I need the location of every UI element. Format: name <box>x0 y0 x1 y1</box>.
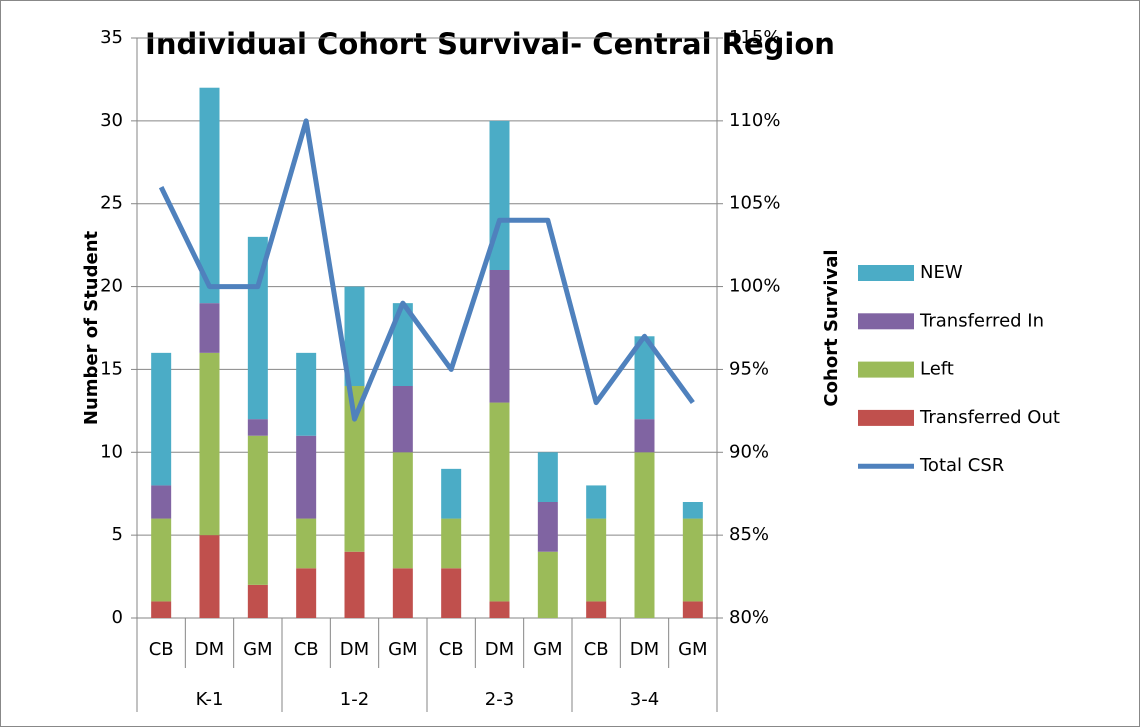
x-group-label: 1-2 <box>340 689 369 710</box>
bar-segment <box>247 419 268 436</box>
y2-axis-title: Cohort Survival <box>821 249 842 406</box>
bar-segment <box>441 518 462 569</box>
bar-segment <box>296 568 317 618</box>
x-tick-label: GM <box>243 639 272 660</box>
bar-segment <box>682 518 703 602</box>
bar-segment <box>151 485 172 519</box>
x-tick-label: DM <box>340 639 369 660</box>
bar-segment <box>634 452 655 618</box>
x-tick-label: CB <box>294 639 319 660</box>
x-tick-label: DM <box>485 639 514 660</box>
bar-segment <box>392 568 413 618</box>
bar-segment <box>199 352 220 536</box>
y2-tick-label: 115% <box>729 27 780 48</box>
bar-segment <box>151 601 172 618</box>
bar-segment <box>344 286 365 386</box>
bar-segment <box>586 485 607 519</box>
x-group-label: 2-3 <box>485 689 514 710</box>
bar-segment <box>296 352 317 436</box>
x-tick-label: DM <box>630 639 659 660</box>
x-tick-label: CB <box>149 639 174 660</box>
bar-segment <box>586 518 607 602</box>
bar-segment <box>199 535 220 618</box>
bar-segment <box>392 386 413 453</box>
bar-segment <box>537 551 558 618</box>
bar-segment <box>199 87 220 304</box>
bar-segment <box>682 601 703 618</box>
x-group-label: 3-4 <box>630 689 659 710</box>
y-tick-label: 15 <box>100 358 123 379</box>
chart-title: Individual Cohort Survival- Central Regi… <box>145 27 835 61</box>
legend-label: NEW <box>920 262 963 283</box>
bar-segment <box>441 468 462 519</box>
y-tick-label: 10 <box>100 441 123 462</box>
bar-segment <box>634 419 655 453</box>
bar-segment <box>344 386 365 552</box>
line <box>158 118 695 422</box>
legend-swatch <box>858 313 914 330</box>
y2-tick-label: 85% <box>729 524 769 545</box>
y-tick-label: 0 <box>112 607 123 628</box>
y2-tick-label: 105% <box>729 193 780 214</box>
legend-label: Transferred Out <box>919 407 1060 428</box>
y-tick-label: 20 <box>100 276 123 297</box>
y2-tick-label: 80% <box>729 607 769 628</box>
legend-swatch <box>858 265 914 281</box>
bar-segment <box>489 601 510 618</box>
y-axis-title: Number of Student <box>81 230 102 425</box>
bar-segment <box>489 270 510 403</box>
bar-segment <box>682 502 703 519</box>
y-tick-label: 30 <box>100 110 123 131</box>
bar-segment <box>199 303 220 353</box>
y-tick-label: 25 <box>100 193 123 214</box>
x-tick-label: GM <box>388 639 417 660</box>
bar-segment <box>247 236 268 420</box>
bar-segment <box>151 518 172 602</box>
legend-label: Total CSR <box>919 455 1004 476</box>
x-tick-label: CB <box>584 639 609 660</box>
legend-label: Left <box>920 359 954 380</box>
bar-segment <box>296 435 317 519</box>
bar-segment <box>392 303 413 386</box>
y2-tick-label: 110% <box>729 110 780 131</box>
y-tick-label: 35 <box>100 27 123 48</box>
bar-segment <box>247 435 268 585</box>
bar-segment <box>489 402 510 602</box>
x-tick-label: DM <box>195 639 224 660</box>
x-group-label: K-1 <box>196 689 224 710</box>
bar-segment <box>247 584 268 618</box>
bar-segment <box>586 601 607 618</box>
bar-segment <box>392 452 413 569</box>
bar-segment <box>537 502 558 552</box>
bar-segment <box>441 568 462 618</box>
bar-segment <box>296 518 317 569</box>
bar-segment <box>344 551 365 618</box>
legend-swatch <box>858 361 914 378</box>
legend-swatch <box>858 409 914 426</box>
bar-segment <box>151 352 172 486</box>
x-tick-label: GM <box>678 639 707 660</box>
x-tick-label: CB <box>439 639 464 660</box>
bar-segment <box>634 336 655 420</box>
x-tick-label: GM <box>533 639 562 660</box>
y2-tick-label: 100% <box>729 276 780 297</box>
legend-label: Transferred In <box>919 310 1044 331</box>
y-tick-label: 5 <box>112 524 123 545</box>
y2-tick-label: 90% <box>729 441 769 462</box>
y2-tick-label: 95% <box>729 358 769 379</box>
bar-segment <box>537 452 558 502</box>
